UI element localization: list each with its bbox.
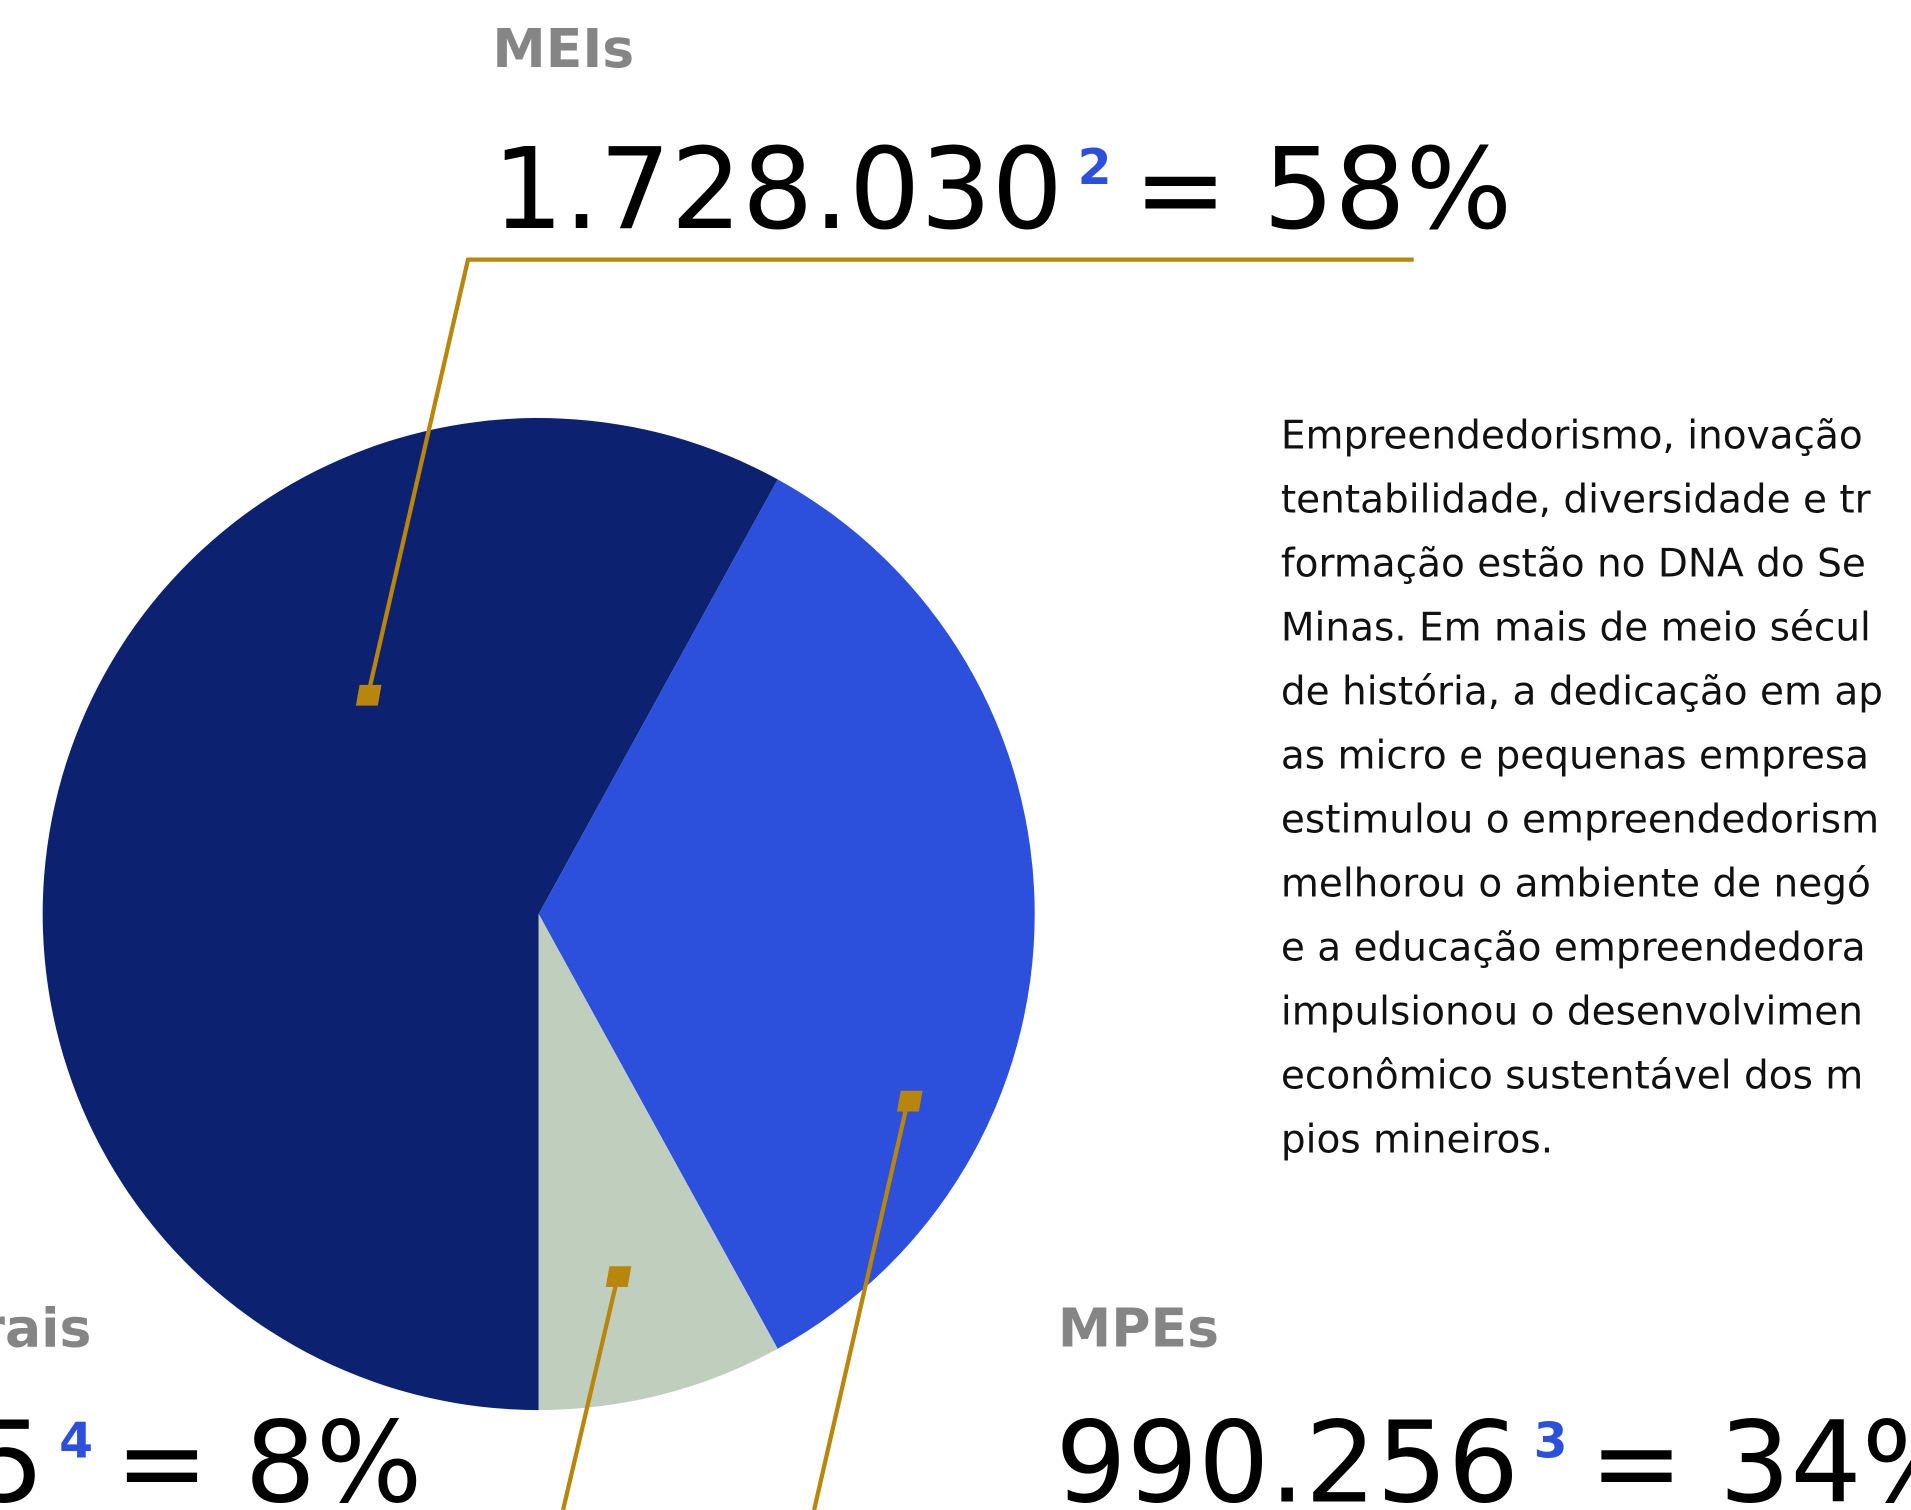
pie-slice: [538, 914, 778, 1411]
footnote: 4: [59, 1414, 93, 1470]
count: 990.256: [1055, 1398, 1519, 1510]
body-line: melhorou o ambiente de negó: [1281, 861, 1871, 906]
value-line: 54 = 8%: [0, 1398, 422, 1510]
body-line: impulsionou o desenvolvimen: [1281, 989, 1863, 1034]
footnote: 2: [1078, 140, 1112, 196]
body-line: as micro e pequenas empresa: [1281, 733, 1869, 778]
category-label: MPEs: [1058, 1297, 1219, 1360]
body-line: Minas. Em mais de meio sécul: [1281, 605, 1871, 650]
footnote: 3: [1534, 1414, 1568, 1470]
pie-slice: [42, 418, 778, 1411]
pie-slice: [538, 479, 1035, 1349]
body-line: Empreendedorismo, inovação: [1281, 413, 1863, 458]
percent-label: = 34%: [1590, 1398, 1911, 1510]
body-line: pios mineiros.: [1281, 1117, 1553, 1162]
leader-marker: [605, 1266, 632, 1287]
leader-line: [560, 1275, 620, 1510]
percent-label: = 58%: [1133, 125, 1512, 255]
leader-marker: [897, 1090, 923, 1112]
count: 1.728.030: [492, 125, 1063, 255]
category-label: MEIs: [492, 17, 634, 80]
body-line: tentabilidade, diversidade e tr: [1281, 477, 1872, 522]
leader-marker: [355, 684, 382, 706]
percent-label: = 8%: [115, 1398, 422, 1510]
body-line: e a educação empreendedora: [1281, 925, 1866, 970]
body-line: formação estão no DNA do Se: [1281, 541, 1866, 586]
category-label: rais: [0, 1297, 91, 1360]
leader-line: [365, 257, 1414, 696]
body-line: de história, a dedicação em ap: [1281, 669, 1883, 714]
leader-line: [812, 1100, 911, 1510]
value-line: 1.728.030 2 = 58%: [492, 125, 1512, 255]
value-line: 990.256 3 = 34%: [1055, 1398, 1911, 1510]
count: 5: [0, 1398, 45, 1510]
body-line: econômico sustentável dos m: [1281, 1053, 1863, 1098]
body-line: estimulou o empreendedorism: [1281, 797, 1879, 842]
